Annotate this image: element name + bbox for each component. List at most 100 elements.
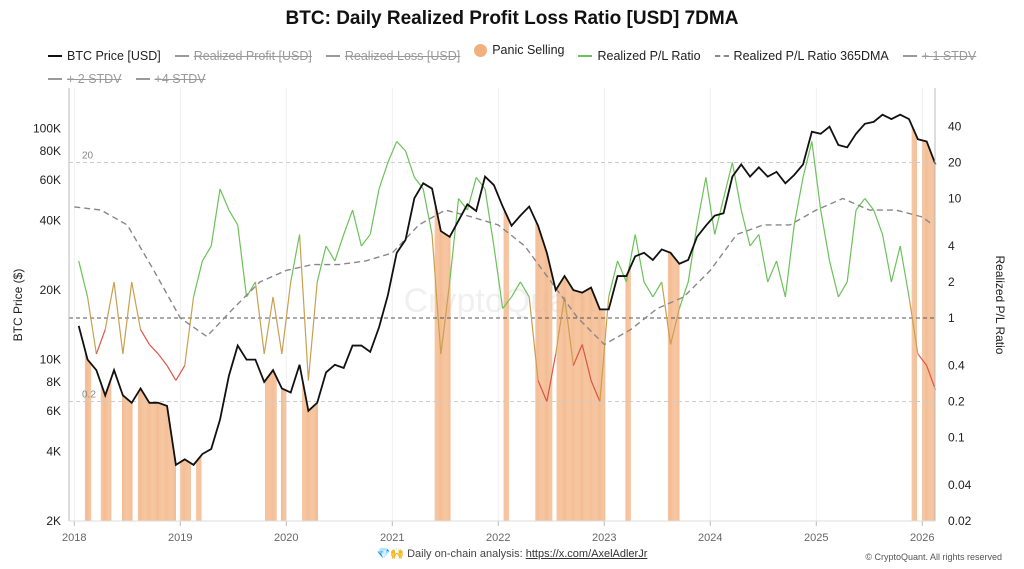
ratio-segment <box>555 296 566 355</box>
ratio-segment <box>563 296 574 366</box>
ratio-segment <box>263 296 274 355</box>
panic-selling-bar <box>915 134 917 522</box>
panic-selling-bar <box>164 404 166 521</box>
panic-selling-bar <box>562 278 564 521</box>
legend-item[interactable]: Panic Selling <box>474 40 564 60</box>
y-right-tick-label: 10 <box>948 191 962 205</box>
panic-selling-bar <box>596 301 598 521</box>
panic-selling-bar <box>266 379 268 521</box>
panic-selling-bar <box>171 437 173 521</box>
y-right-tick-label: 0.04 <box>948 478 972 492</box>
panic-selling-bar <box>180 462 182 521</box>
ratio-segment <box>254 281 265 355</box>
panic-selling-bar <box>926 141 928 521</box>
panic-selling-bar <box>181 461 183 521</box>
y-left-tick-label: 100K <box>33 122 61 136</box>
legend-label: + 1 STDV <box>921 48 977 63</box>
panic-selling-bar <box>576 291 578 521</box>
ratio-segment <box>184 296 195 366</box>
panic-selling-bar <box>167 409 169 521</box>
ratio-segment <box>290 234 301 283</box>
legend-item[interactable]: Realized Profit [USD] <box>174 46 312 66</box>
raised-hands-icon: 🙌 <box>390 548 405 560</box>
legend-item[interactable]: + 1 STDV <box>902 46 977 66</box>
ratio-segment <box>608 260 619 298</box>
panic-selling-bar <box>307 406 309 521</box>
y-left-tick-label: 2K <box>46 514 61 528</box>
footer-link[interactable]: https://x.com/AxelAdlerJr <box>525 548 648 560</box>
panic-selling-bar <box>137 392 139 521</box>
legend-line-icon <box>714 54 729 57</box>
legend-dot-icon <box>474 43 488 57</box>
panic-selling-bar <box>925 141 927 521</box>
panic-selling-bar <box>310 408 312 521</box>
panic-selling-bar <box>84 349 86 521</box>
panic-selling-bar <box>183 460 185 521</box>
ratio-segment <box>431 234 442 354</box>
ratio-segment <box>837 281 848 298</box>
ratio-segment <box>661 281 672 345</box>
panic-selling-bar <box>674 257 676 521</box>
panic-selling-bar <box>578 291 580 521</box>
ratio-segment <box>881 234 892 283</box>
panic-selling-bar <box>584 291 586 521</box>
panic-selling-bar <box>547 253 549 521</box>
panic-selling-bar <box>315 403 317 521</box>
ratio-segment <box>811 141 822 211</box>
panic-selling-bar <box>541 237 543 522</box>
legend-item[interactable]: Realized P/L Ratio <box>578 46 701 66</box>
panic-selling-bar <box>590 287 592 521</box>
panic-selling-bar <box>924 140 926 521</box>
panic-selling-bar <box>182 460 184 521</box>
panic-selling-bar <box>268 376 270 521</box>
copyright: © CryptoQuant. All rights reserved <box>865 552 1002 562</box>
chart-title: BTC: Daily Realized Profit Loss Ratio [U… <box>285 8 739 29</box>
legend-item[interactable]: Realized Loss [USD] <box>325 46 460 66</box>
legend-item[interactable]: Realized P/L Ratio 365DMA <box>714 46 889 66</box>
y-left-axis-title: BTC Price ($) <box>11 269 25 342</box>
legend-label: Realized P/L Ratio <box>597 48 701 63</box>
ratio-segment <box>802 141 813 178</box>
y-left-tick-label: 80K <box>40 144 61 158</box>
panic-selling-bar <box>149 402 151 521</box>
y-right-tick-label: 20 <box>948 155 962 169</box>
panic-selling-bar <box>625 276 627 521</box>
legend-item[interactable]: +4 STDV <box>135 69 206 89</box>
panic-selling-bar <box>566 278 568 521</box>
y-left-tick-label: 10K <box>40 353 61 367</box>
panic-selling-bar <box>126 398 128 521</box>
legend-line-icon <box>135 77 150 80</box>
panic-selling-bar <box>127 399 129 521</box>
ratio-segment <box>316 245 327 283</box>
legend-item[interactable]: + 2 STDV <box>48 69 122 89</box>
btc-price-line <box>77 113 937 467</box>
panic-selling-bar <box>629 268 631 521</box>
panic-selling-bar <box>435 206 437 521</box>
panic-selling-bar <box>628 270 630 521</box>
panic-selling-bar <box>503 208 505 521</box>
x-tick-label: 2018 <box>62 532 86 544</box>
y-right-tick-label: 2 <box>948 275 955 289</box>
ratio-segment <box>396 141 406 152</box>
panic-selling-bar <box>539 230 541 521</box>
ratio-segment <box>334 234 345 262</box>
panic-selling-bar <box>668 252 670 521</box>
ratio-segment <box>343 209 354 235</box>
panic-selling-bar <box>151 402 153 521</box>
panic-selling-bar <box>911 125 913 521</box>
ratio-segment <box>749 234 760 247</box>
x-tick-label: 2019 <box>168 532 192 544</box>
panic-selling-bar <box>304 389 306 521</box>
ratio-segment <box>201 245 212 262</box>
panic-selling-bar <box>671 253 673 521</box>
ratio-segment <box>404 150 415 178</box>
ratio-segment <box>890 245 901 283</box>
legend-item[interactable]: BTC Price [USD] <box>48 46 161 66</box>
panic-selling-bar <box>670 252 672 521</box>
ratio-segment <box>157 353 168 366</box>
ratio-segment <box>175 365 186 381</box>
panic-selling-bar <box>929 149 931 522</box>
ratio-segment <box>113 281 124 355</box>
panic-selling-bar <box>128 399 130 521</box>
panic-selling-bar <box>129 400 131 521</box>
